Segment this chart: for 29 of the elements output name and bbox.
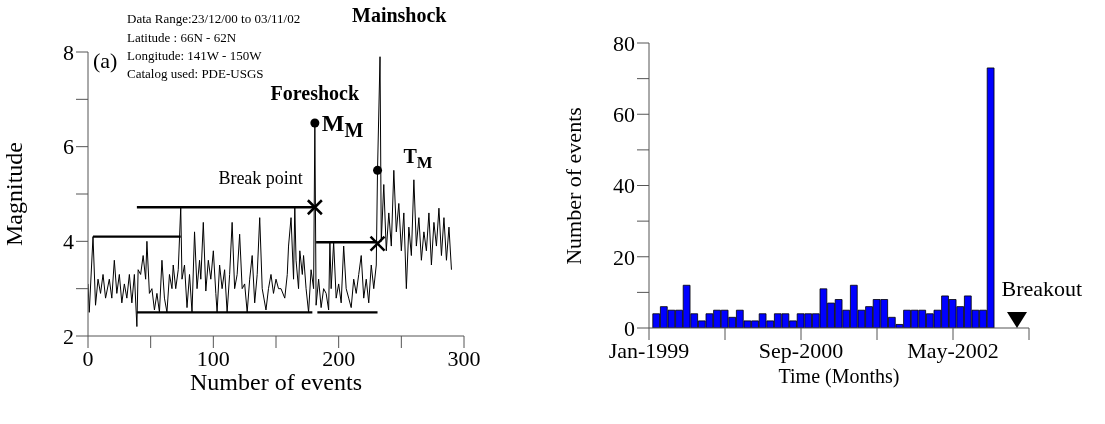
x-tick-label: May-2002 [907,337,999,363]
x-axis-title: Number of events [190,369,362,395]
y-tick-label: 6 [63,134,74,160]
annotation: Foreshock [270,82,360,104]
annotation: (a) [93,48,118,73]
y-tick-label: 4 [63,229,74,255]
annotation: Break point [218,168,303,189]
annotation: Longitude: 141W - 150W [127,48,262,63]
y-tick-label: 8 [63,39,74,65]
x-axis-title: Time (Months) [778,365,900,387]
x-tick-label: 300 [447,345,481,371]
y-tick-label: 2 [63,323,74,349]
x-tick-label: Sep-2000 [758,337,844,363]
y-tick-label: 80 [613,30,635,56]
annotation: Catalog used: PDE-USGS [127,66,264,81]
y-tick-label: 40 [613,173,635,199]
y-axis-title: Magnitude [1,142,27,246]
x-tick-label: 100 [196,345,230,371]
y-tick-label: 60 [613,102,635,128]
y-tick-label: 20 [613,244,635,270]
annotation: Mainshock [352,3,447,26]
text: Data Range:23/12/00 to 03/11/02 [127,11,301,26]
annotation: T$_{M}$ [403,145,433,173]
x-tick-label: 200 [322,345,356,371]
y-axis-title: Number of events [561,106,586,265]
annotation: M$_{M}$ [321,110,364,141]
x-tick-label: 0 [82,345,94,371]
text: Latitude : 66N - 62N [127,30,237,45]
annotation: Breakout [1001,276,1083,301]
